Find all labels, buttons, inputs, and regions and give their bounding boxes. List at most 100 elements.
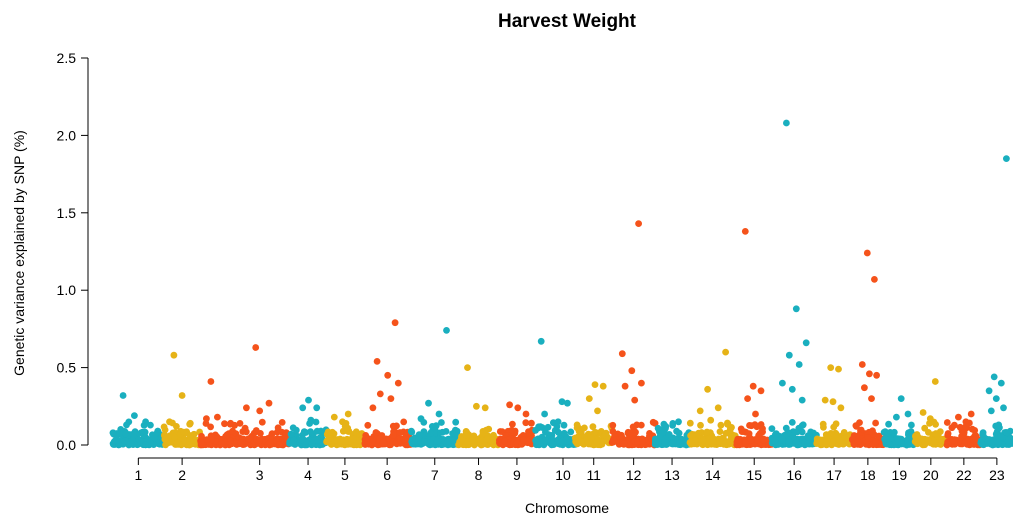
snp-point <box>130 430 137 438</box>
snp-point <box>379 439 387 446</box>
snp-point <box>433 438 441 445</box>
snp-point <box>482 426 490 434</box>
x-tick-label: 6 <box>383 467 391 483</box>
snp-point <box>908 421 915 429</box>
snp-peak-point <box>376 390 384 398</box>
snp-point <box>563 435 571 443</box>
snp-peak-point <box>962 418 970 426</box>
snp-point <box>697 421 704 429</box>
x-tick-label: 15 <box>746 467 762 483</box>
snp-peak-point <box>837 404 845 412</box>
snp-peak-point <box>186 419 194 427</box>
snp-peak-point <box>635 220 642 228</box>
snp-point <box>573 421 581 429</box>
snp-peak-point <box>868 395 875 402</box>
snp-peak-point <box>252 344 260 351</box>
snp-point <box>127 440 135 448</box>
snp-point <box>252 427 260 434</box>
snp-point <box>536 423 544 431</box>
chart-title: Harvest Weight <box>498 11 637 32</box>
snp-point <box>979 430 987 438</box>
snp-peak-point <box>798 396 806 404</box>
snp-peak-point <box>387 395 395 402</box>
snp-point <box>760 436 767 444</box>
snp-point <box>618 434 626 442</box>
snp-peak-point <box>990 373 998 381</box>
snp-peak-point <box>170 351 178 359</box>
snp-point <box>476 437 484 445</box>
snp-point <box>389 431 397 439</box>
snp-point <box>160 423 168 431</box>
snp-point <box>716 428 724 435</box>
x-tick-label: 16 <box>786 467 802 483</box>
snp-point <box>639 437 646 445</box>
snp-point <box>602 429 610 437</box>
snp-point <box>587 434 595 441</box>
x-tick-label: 11 <box>586 467 601 483</box>
snp-peak-point <box>594 407 601 415</box>
y-tick-label: 0.0 <box>57 437 77 453</box>
snp-peak-point <box>307 416 315 424</box>
snp-point <box>793 428 801 436</box>
snp-point <box>772 431 779 438</box>
snp-peak-point <box>757 387 765 395</box>
snp-peak-point <box>866 370 873 378</box>
snp-point <box>589 423 597 431</box>
snp-point <box>961 439 968 447</box>
snp-peak-point <box>722 348 729 356</box>
snp-peak-point <box>829 398 837 406</box>
snp-point <box>337 436 345 444</box>
x-axis-label: Chromosome <box>525 500 609 516</box>
snp-peak-point <box>779 379 786 387</box>
snp-peak-point <box>873 371 880 379</box>
snp-point <box>649 418 657 426</box>
snp-point <box>256 437 263 444</box>
snp-point <box>452 418 460 426</box>
snp-peak-point <box>142 418 150 426</box>
snp-point <box>676 439 684 447</box>
x-tick-label: 1 <box>134 467 142 483</box>
snp-point <box>823 441 831 448</box>
snp-point <box>185 441 193 449</box>
snp-point <box>289 440 297 447</box>
snp-point <box>528 419 535 427</box>
snp-peak-point <box>707 416 715 424</box>
x-tick-label: 17 <box>826 467 842 483</box>
snp-peak-point <box>871 276 878 283</box>
snp-peak-point <box>821 396 829 404</box>
snp-point <box>609 421 617 429</box>
snp-point <box>522 419 530 427</box>
snp-point <box>402 431 410 439</box>
snp-point <box>314 436 322 444</box>
snp-peak-point <box>305 396 312 404</box>
snp-point <box>819 420 827 428</box>
snp-point <box>329 428 336 436</box>
snp-point <box>439 428 446 436</box>
y-tick-label: 2.5 <box>57 50 77 66</box>
snp-point <box>227 440 235 447</box>
snp-point <box>427 429 434 437</box>
snp-point <box>198 432 205 440</box>
snp-point <box>226 420 234 428</box>
snp-point <box>620 440 628 448</box>
snp-point <box>753 423 761 431</box>
snp-peak-point <box>675 418 682 426</box>
snp-point <box>830 423 838 431</box>
snp-point <box>894 435 901 443</box>
snp-point <box>307 428 314 436</box>
snp-peak-point <box>207 378 215 385</box>
snp-point <box>737 425 745 433</box>
y-axis: 0.0 0.5 1.0 1.5 2.0 2.5 <box>57 50 89 453</box>
snp-point <box>745 430 753 438</box>
snp-point <box>932 430 940 437</box>
snp-point <box>669 422 676 429</box>
snp-peak-point <box>967 410 975 418</box>
snp-point <box>798 428 806 436</box>
snp-peak-point <box>599 382 607 390</box>
snp-point <box>699 437 707 445</box>
snp-point <box>804 440 812 448</box>
snp-peak-point <box>696 407 704 415</box>
snp-point <box>853 422 860 430</box>
snp-peak-point <box>313 404 321 412</box>
x-tick-label: 9 <box>513 467 521 483</box>
